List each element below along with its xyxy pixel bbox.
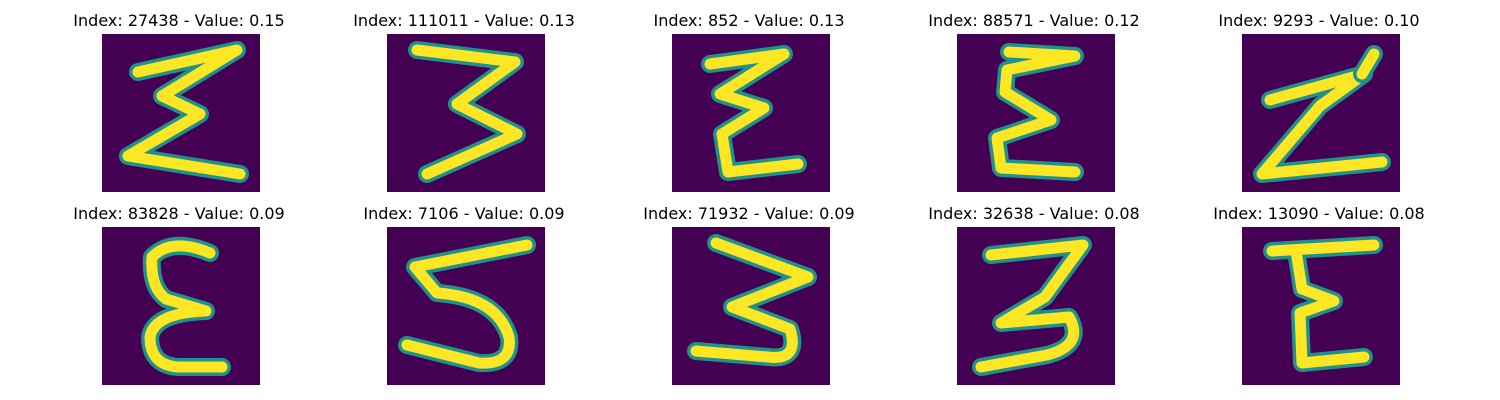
digit-image <box>957 34 1115 192</box>
sample-title: Index: 32638 - Value: 0.08 <box>928 204 1140 223</box>
digit-image <box>387 227 545 385</box>
digit-image <box>102 227 260 385</box>
sample-title: Index: 7106 - Value: 0.09 <box>363 204 565 223</box>
sample-title: Index: 27438 - Value: 0.15 <box>73 11 285 30</box>
sample-title: Index: 71932 - Value: 0.09 <box>643 204 855 223</box>
digit-image <box>672 34 830 192</box>
digit-glyph <box>972 236 1092 376</box>
sample-title: Index: 88571 - Value: 0.12 <box>928 11 1140 30</box>
digit-glyph <box>988 43 1084 181</box>
digit-glyph <box>398 236 536 373</box>
digit-glyph <box>1253 45 1391 183</box>
digit-glyph <box>687 234 817 367</box>
digit-image <box>1242 34 1400 192</box>
digit-image <box>387 34 545 192</box>
digit-image <box>102 34 260 192</box>
digit-glyph <box>701 45 807 181</box>
digit-glyph <box>141 236 231 376</box>
digit-glyph <box>408 41 526 183</box>
sample-title: Index: 13090 - Value: 0.08 <box>1213 204 1425 223</box>
sample-title: Index: 9293 - Value: 0.10 <box>1218 11 1420 30</box>
sample-title: Index: 111011 - Value: 0.13 <box>353 11 575 30</box>
sample-title: Index: 852 - Value: 0.13 <box>653 11 845 30</box>
sample-title: Index: 83828 - Value: 0.09 <box>73 204 285 223</box>
digit-image <box>672 227 830 385</box>
digit-image <box>1242 227 1400 385</box>
digit-image <box>957 227 1115 385</box>
digit-glyph <box>1263 236 1383 372</box>
digit-glyph <box>119 41 249 183</box>
